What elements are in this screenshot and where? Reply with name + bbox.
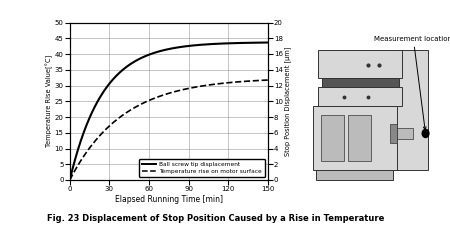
Bar	[316, 170, 393, 180]
Bar	[390, 124, 397, 143]
Y-axis label: Temperature Rise Value[°C]: Temperature Rise Value[°C]	[45, 55, 53, 147]
Bar	[313, 106, 397, 170]
Circle shape	[422, 129, 429, 137]
Bar	[394, 50, 428, 170]
Bar	[322, 78, 399, 87]
Bar	[318, 50, 402, 78]
X-axis label: Elapsed Running Time [min]: Elapsed Running Time [min]	[115, 195, 223, 204]
Y-axis label: Stop Position Displacement [μm]: Stop Position Displacement [μm]	[284, 47, 291, 156]
Bar	[318, 87, 402, 106]
Bar	[321, 115, 344, 161]
Bar	[348, 115, 371, 161]
Legend: Ball screw tip displacement, Temperature rise on motor surface: Ball screw tip displacement, Temperature…	[139, 159, 265, 177]
Bar	[397, 128, 413, 139]
Text: Fig. 23 Displacement of Stop Position Caused by a Rise in Temperature: Fig. 23 Displacement of Stop Position Ca…	[47, 214, 385, 223]
Text: Measurement location: Measurement location	[374, 36, 450, 130]
